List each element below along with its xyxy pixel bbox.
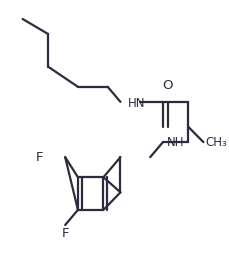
Text: NH: NH — [166, 136, 183, 149]
Text: HN: HN — [127, 97, 145, 110]
Text: O: O — [161, 79, 172, 92]
Text: F: F — [61, 227, 69, 240]
Text: CH₃: CH₃ — [204, 136, 226, 149]
Text: F: F — [36, 151, 43, 164]
